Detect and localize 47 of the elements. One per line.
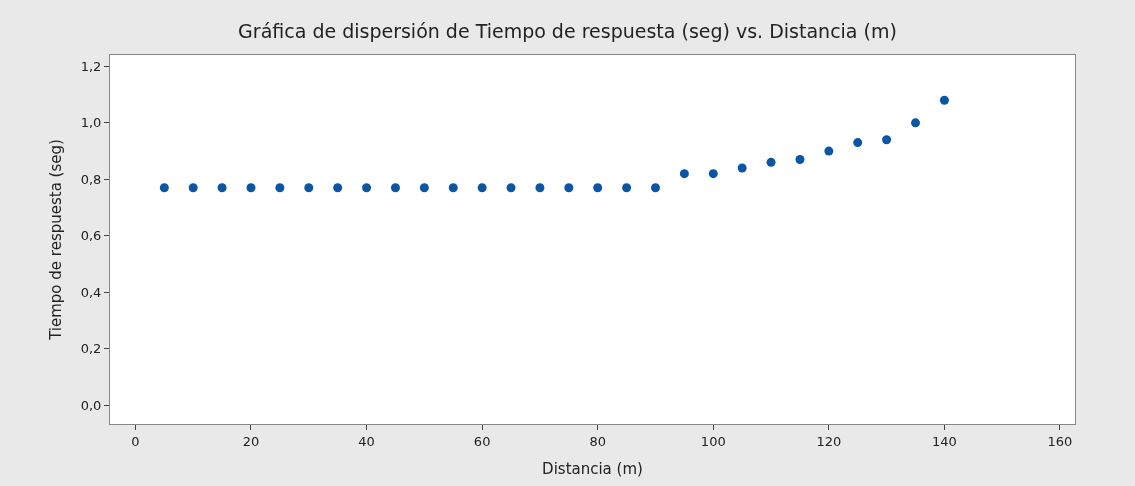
point [824,146,834,156]
x-tick-label: 20 [242,433,260,449]
point [304,183,314,193]
point [679,169,689,179]
point [506,183,516,193]
point [939,95,949,105]
point [737,163,747,173]
y-tick-label: 1,0 [80,115,102,131]
x-axis-title: Distancia (m) [542,459,643,478]
chart-title: Gráfica de dispersión de Tiempo de respuesta (seg) vs. Distancia (m) [238,19,897,42]
x-tick-label: 0 [131,433,140,449]
point [188,183,198,193]
y-tick-label: 0,2 [80,341,102,357]
y-axis-title: Tiempo de respuesta (seg) [46,139,65,341]
point [535,183,545,193]
x-tick-label: 100 [700,433,726,449]
point [362,183,372,193]
x-tick-label: 120 [816,433,842,449]
point [275,183,285,193]
x-tick-label: 60 [473,433,491,449]
point [564,183,574,193]
x-tick-label: 80 [589,433,606,449]
point [650,183,660,193]
point [766,157,776,167]
x-tick-label: 140 [932,433,957,449]
x-tick-label: 40 [358,433,375,449]
y-tick-label: 0,8 [80,171,102,187]
point [795,155,805,165]
point [217,183,227,193]
point [333,183,343,193]
point [419,183,429,193]
y-tick-label: 0,0 [80,397,102,413]
point [882,135,892,145]
y-tick-label: 0,4 [80,284,102,300]
point [622,183,632,193]
y-tick-label: 1,2 [80,58,102,74]
point [477,183,487,193]
point [853,138,863,148]
point [246,183,256,193]
point [593,183,603,193]
point [159,183,169,193]
y-tick-label: 0,6 [80,228,102,244]
point [911,118,921,128]
point [390,183,400,193]
point [708,169,718,179]
point [448,183,458,193]
x-tick-label: 160 [1047,433,1073,449]
